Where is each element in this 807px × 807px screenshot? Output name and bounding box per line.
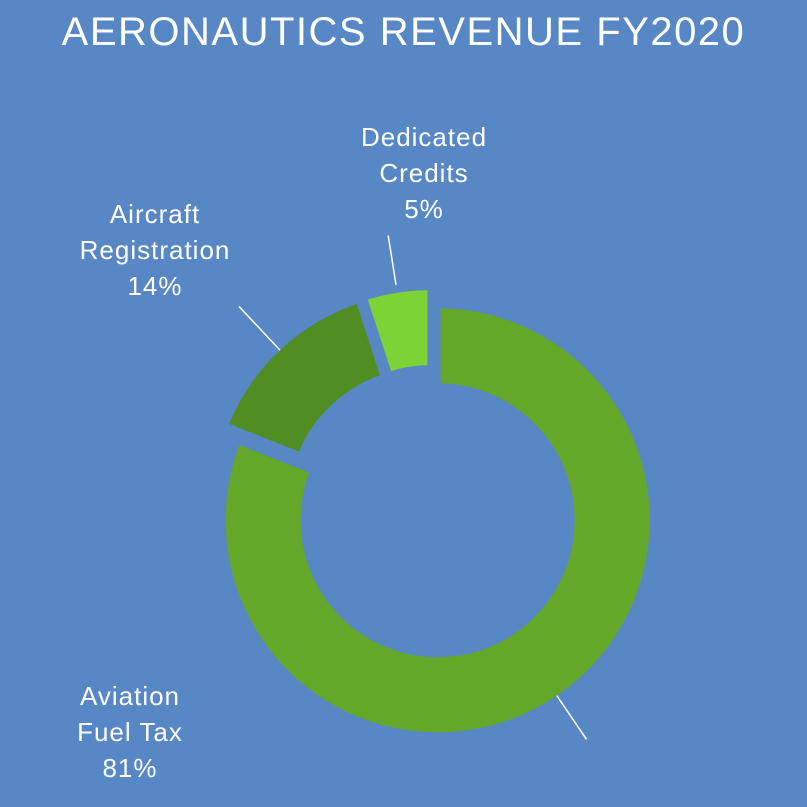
- label-line: Credits: [379, 158, 469, 188]
- leader-line: [387, 235, 397, 285]
- label-line: Aircraft: [109, 199, 201, 229]
- value-label: 5%: [404, 194, 444, 224]
- label-dedicated-credits: Dedicated Credits 5%: [334, 119, 514, 227]
- label-line: Fuel Tax: [77, 717, 183, 747]
- donut-slice-aviation-fuel-tax: [219, 302, 656, 739]
- label-aviation-fuel-tax: Aviation Fuel Tax 81%: [40, 678, 220, 786]
- label-aircraft-registration: Aircraft Registration 14%: [55, 196, 255, 304]
- donut-slice-aircraft-registration: [221, 296, 388, 460]
- label-line: Dedicated: [360, 122, 488, 152]
- chart-title: AERONAUTICS REVENUE FY2020: [61, 10, 746, 54]
- leader-line: [238, 305, 281, 351]
- leader-line: [556, 695, 588, 740]
- donut-slice-dedicated-credits: [360, 284, 434, 379]
- value-label: 81%: [102, 753, 158, 783]
- label-line: Registration: [79, 235, 231, 265]
- value-label: 14%: [127, 271, 183, 301]
- label-line: Aviation: [79, 681, 181, 711]
